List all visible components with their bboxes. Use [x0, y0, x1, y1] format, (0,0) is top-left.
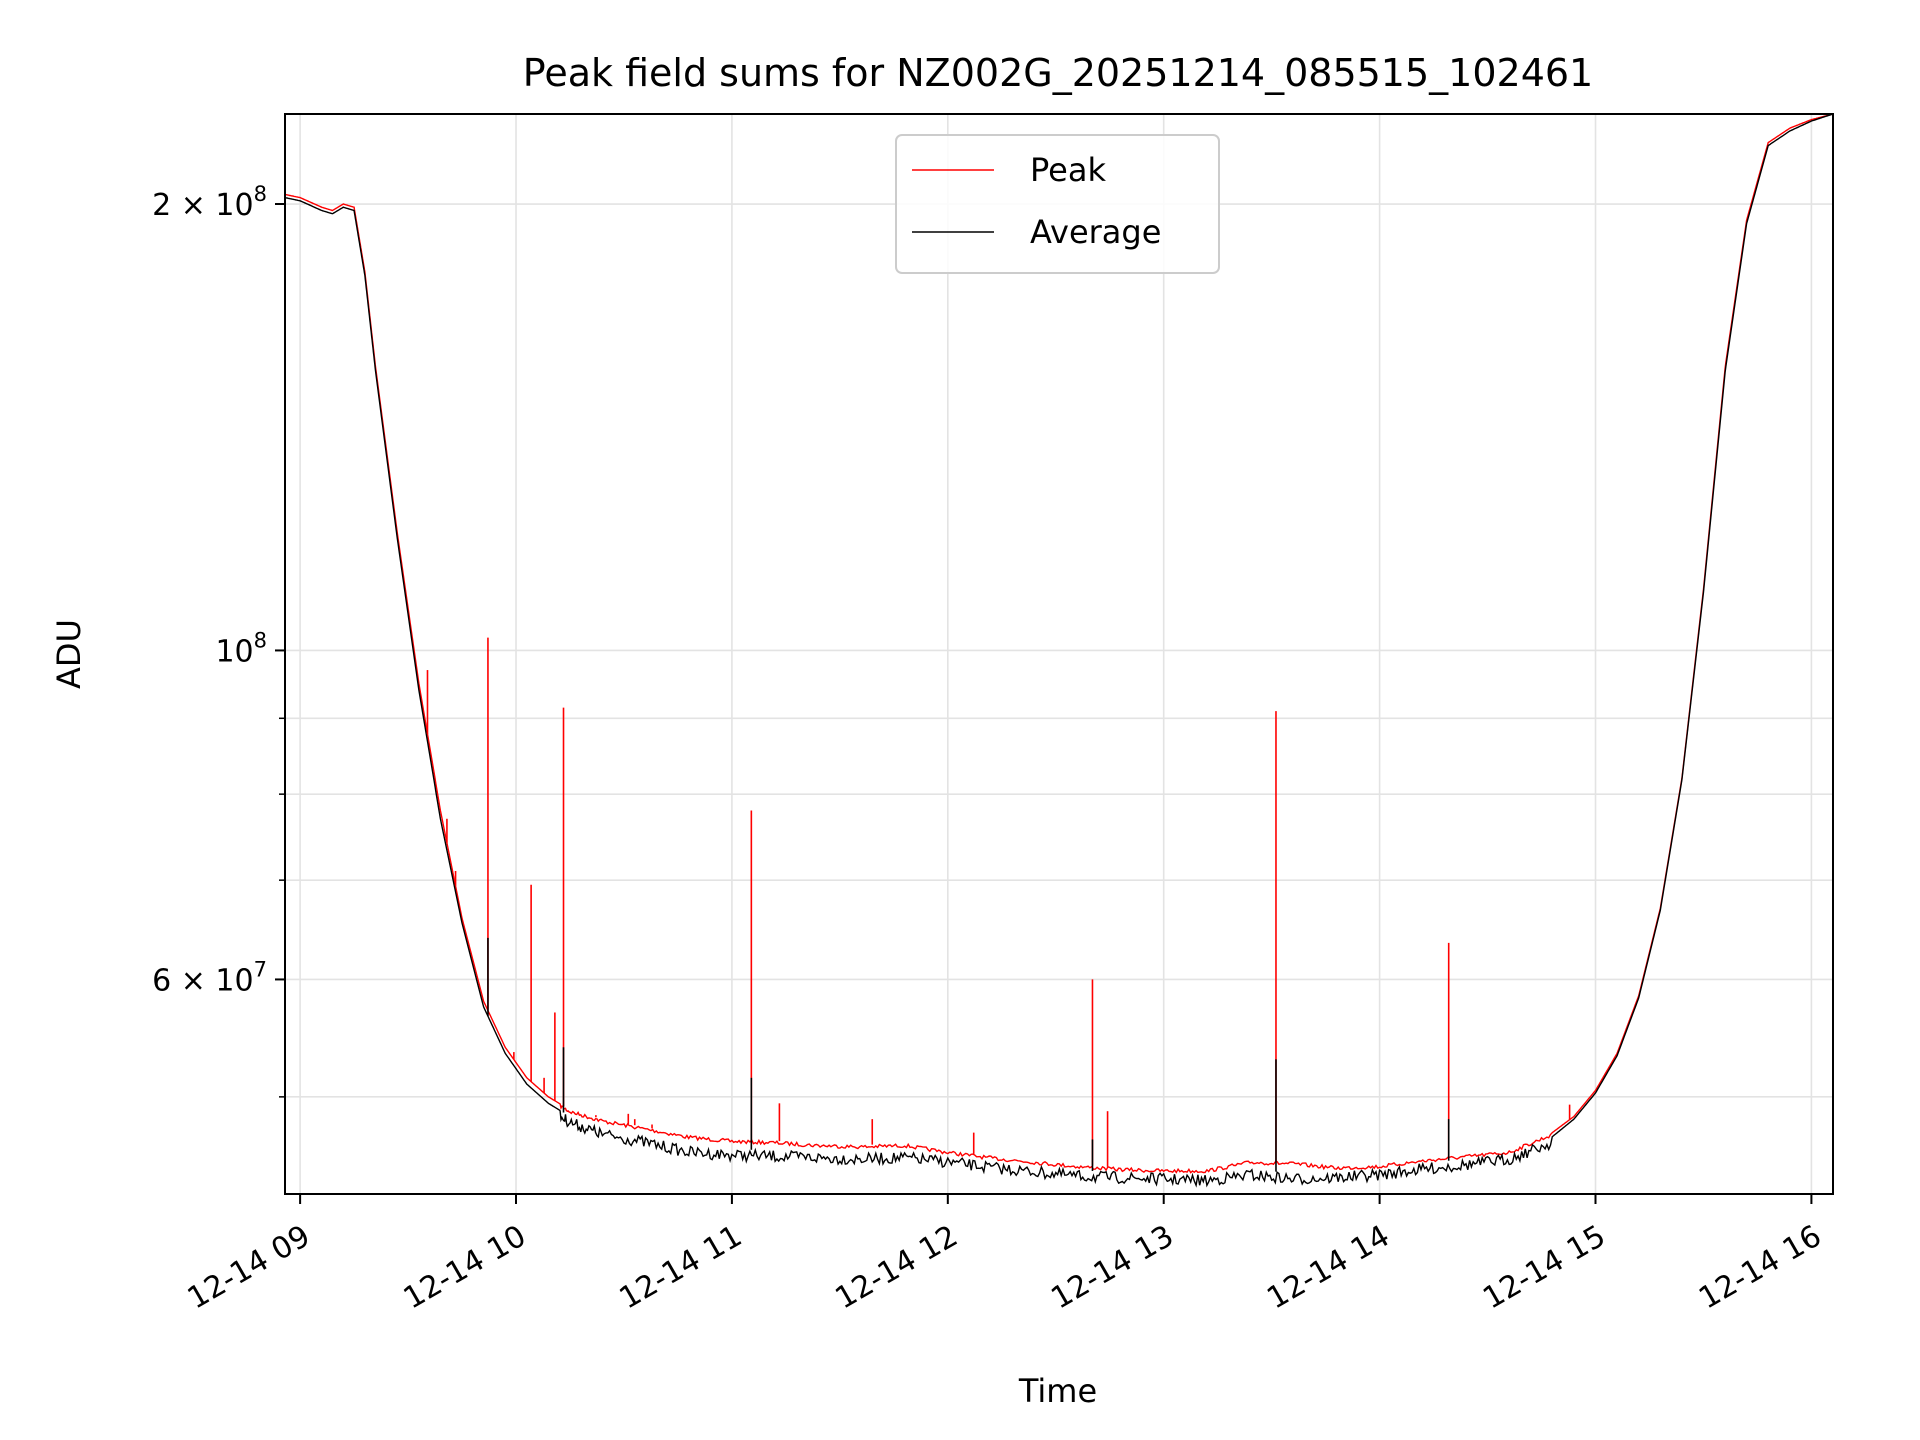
chart-title: Peak field sums for NZ002G_20251214_0855…	[523, 51, 1593, 95]
y-tick-label: 6 × 107	[152, 957, 267, 998]
series-layer	[284, 113, 1834, 1188]
y-tick-label: 2 × 108	[152, 182, 267, 223]
y-axis: 2 × 108 108 6 × 107	[152, 182, 285, 1098]
average-series-line	[284, 113, 1834, 1188]
legend-average-label: Average	[1030, 213, 1161, 251]
legend: Peak Average	[895, 134, 1220, 274]
plot-frame	[284, 113, 1834, 1195]
y-tick-label: 108	[215, 628, 267, 669]
legend-peak-label: Peak	[1030, 151, 1106, 189]
x-axis-title: Time	[1018, 1372, 1097, 1410]
grid	[285, 114, 1833, 1194]
y-axis-title: ADU	[50, 619, 88, 689]
